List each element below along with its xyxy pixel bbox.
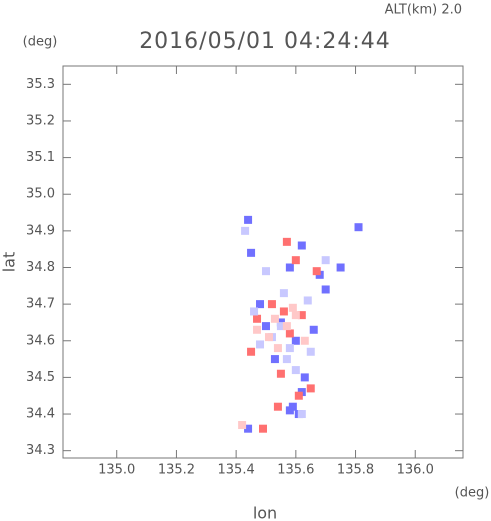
x-tick-label: 135.6: [277, 463, 314, 478]
x-tick-label: 135.2: [158, 463, 195, 478]
data-point: [279, 289, 288, 298]
data-point: [291, 336, 300, 345]
x-tick-label: 136.0: [397, 463, 434, 478]
data-point: [241, 226, 250, 235]
data-point: [306, 384, 315, 393]
data-point: [273, 344, 282, 353]
y-tick-label: 34.7: [26, 297, 55, 312]
data-point: [285, 329, 294, 338]
y-tick-label: 34.4: [26, 407, 55, 422]
data-point: [294, 391, 303, 400]
x-tick-label: 135.4: [218, 463, 255, 478]
data-point: [288, 303, 297, 312]
y-axis-label: lat: [0, 252, 19, 273]
data-point: [270, 355, 279, 364]
data-point: [276, 322, 285, 331]
data-point: [312, 267, 321, 276]
data-point: [238, 421, 247, 430]
y-tick-label: 34.8: [26, 260, 55, 275]
data-point: [285, 263, 294, 272]
data-point: [261, 267, 270, 276]
data-point: [279, 307, 288, 316]
y-tick-label: 34.3: [26, 443, 55, 458]
data-point: [267, 300, 276, 309]
data-point: [259, 424, 267, 433]
data-point: [291, 311, 300, 320]
data-point: [300, 373, 309, 382]
y-tick-label: 34.6: [26, 333, 55, 348]
x-tick-label: 135.8: [337, 463, 374, 478]
data-point: [321, 256, 330, 265]
data-point: [309, 325, 318, 334]
data-point: [253, 325, 262, 334]
data-point: [354, 223, 363, 232]
data-point: [247, 347, 256, 356]
x-tick-label: 135.0: [98, 463, 135, 478]
y-tick-label: 35.1: [26, 150, 55, 165]
y-tick-label: 34.9: [26, 223, 55, 238]
data-point: [264, 333, 273, 342]
y-tick-label: 35.2: [26, 113, 55, 128]
data-point: [291, 256, 300, 265]
plot-frame: [62, 65, 464, 459]
data-point: [303, 296, 312, 305]
data-point: [256, 340, 265, 349]
data-point: [336, 263, 345, 272]
x-axis-label: lon: [253, 504, 277, 521]
data-point: [256, 300, 265, 309]
y-tick-label: 35.0: [26, 187, 55, 202]
chart-subtitle: ALT(km) 2.0: [385, 3, 462, 18]
data-point: [321, 285, 330, 294]
x-unit: (deg): [455, 486, 490, 501]
data-point: [297, 241, 306, 250]
data-point: [244, 424, 253, 433]
data-point: [273, 402, 282, 411]
data-point: [288, 402, 297, 411]
data-point: [261, 322, 270, 331]
y-unit: (deg): [23, 35, 58, 50]
data-point: [270, 314, 279, 323]
data-point: [291, 366, 300, 375]
data-point: [276, 369, 285, 378]
data-point: [244, 215, 253, 224]
data-point: [253, 314, 262, 323]
chart-title: 2016/05/01 04:24:44: [139, 29, 391, 54]
y-tick-label: 34.5: [26, 370, 55, 385]
data-point: [282, 322, 291, 331]
data-point: [297, 410, 306, 419]
data-point: [282, 237, 291, 246]
data-point: [250, 307, 259, 316]
y-tick-label: 35.3: [26, 77, 55, 92]
data-point: [282, 355, 291, 364]
data-point: [306, 347, 315, 356]
data-point: [300, 336, 309, 345]
data-point: [297, 311, 306, 320]
data-point: [285, 344, 294, 353]
data-point: [247, 248, 256, 257]
